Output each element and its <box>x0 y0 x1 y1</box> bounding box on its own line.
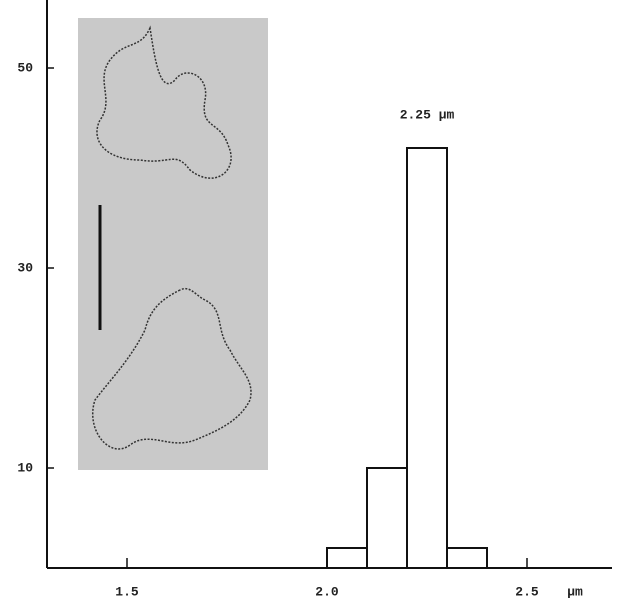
peak-annotation: 2.25 µm <box>400 107 455 122</box>
bar <box>326 547 368 569</box>
y-tick-label: 30 <box>17 260 33 275</box>
micrograph-inset <box>78 18 268 470</box>
molecule-outline <box>92 288 252 450</box>
x-axis-label: µm <box>567 584 583 599</box>
y-tick-label: 50 <box>17 60 33 75</box>
molecule-outline <box>96 25 232 179</box>
inset-image <box>78 18 268 470</box>
bar <box>366 467 408 569</box>
x-tick-label: 2.0 <box>315 584 339 599</box>
bar <box>406 147 448 569</box>
x-tick-label: 2.5 <box>515 584 539 599</box>
x-tick-label: 1.5 <box>115 584 139 599</box>
y-tick-label: 10 <box>17 460 33 475</box>
bar <box>446 547 488 569</box>
